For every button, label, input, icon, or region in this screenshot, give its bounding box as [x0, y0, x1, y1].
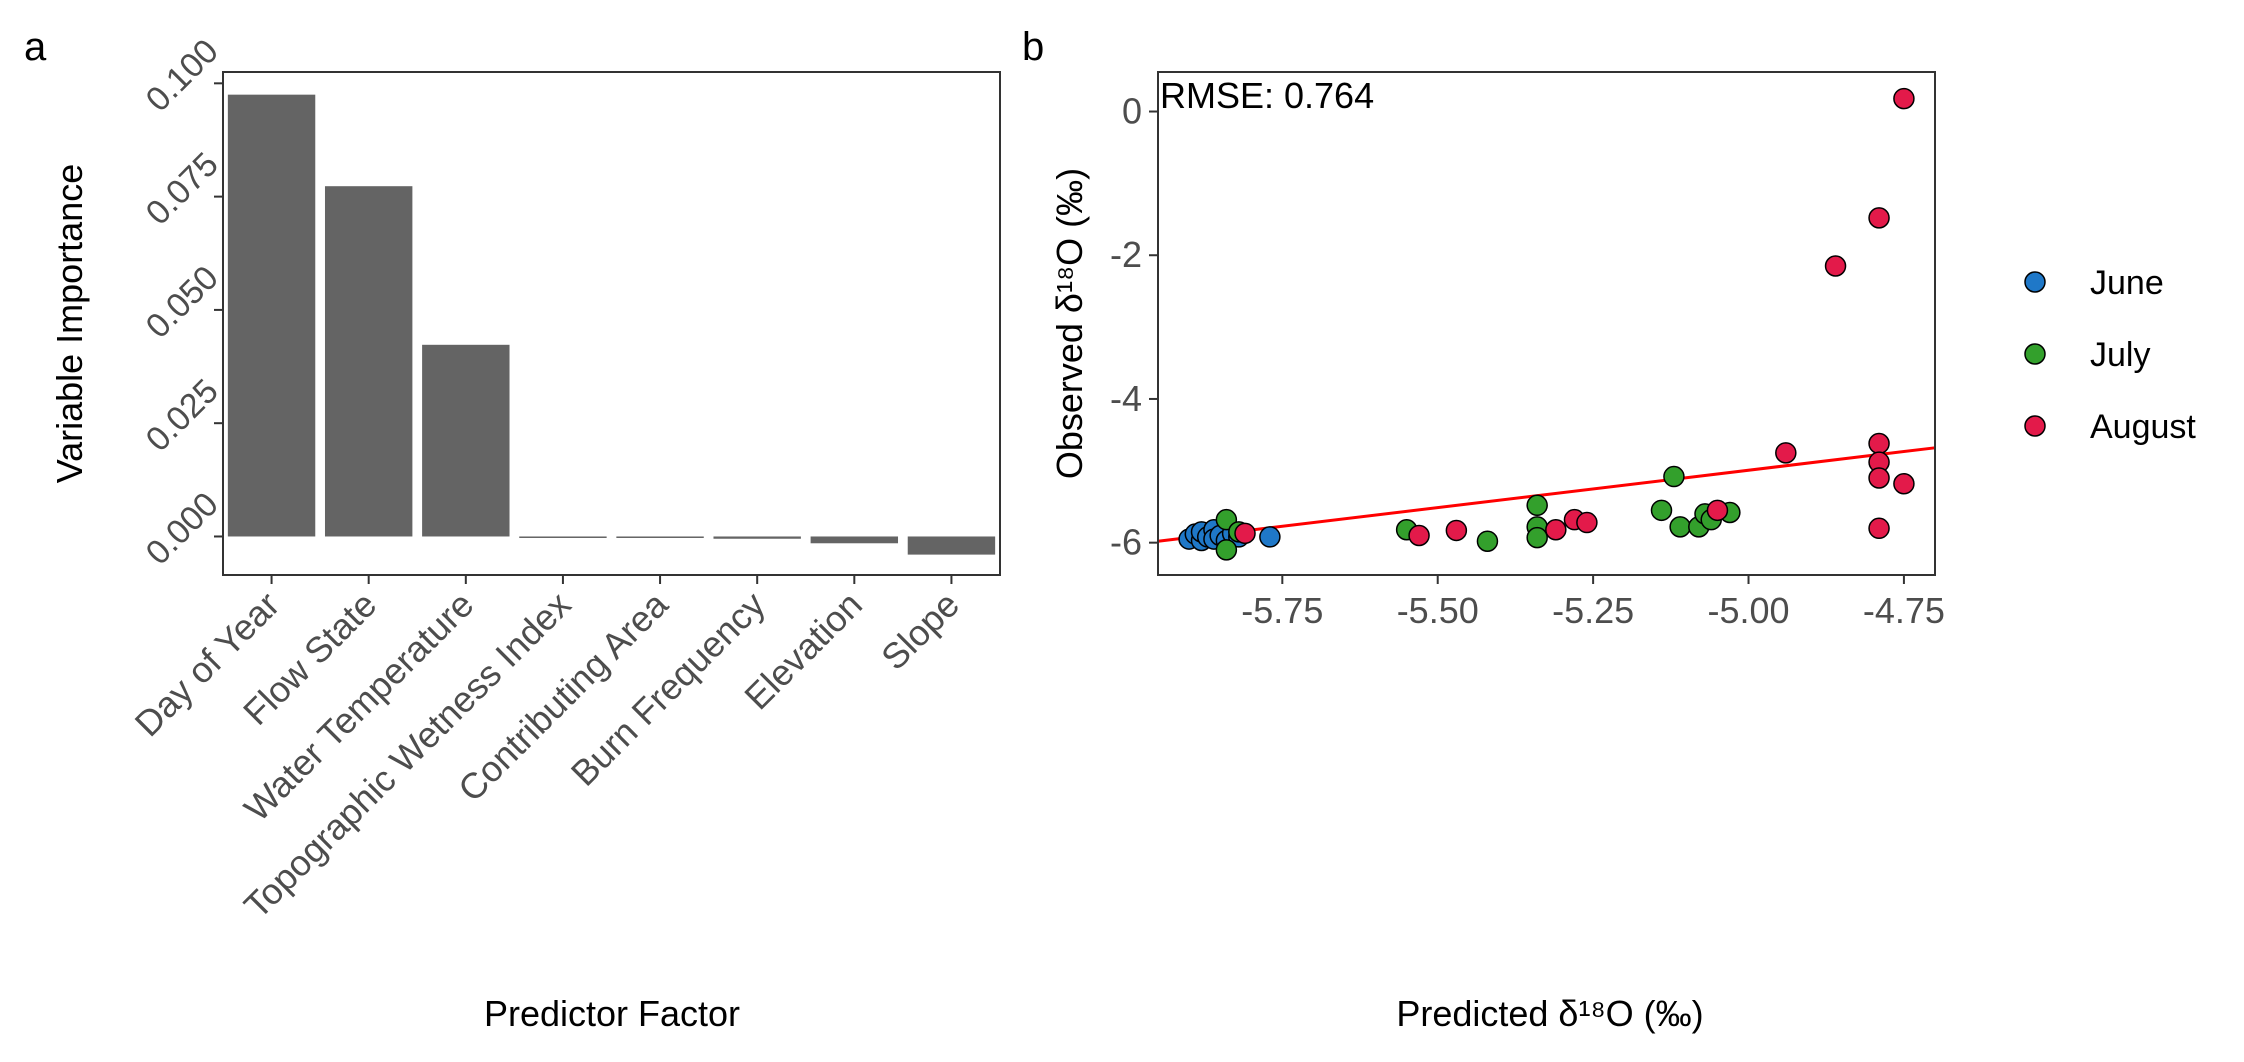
panel-b-plot-frame: [1157, 71, 1936, 576]
x-tick-label: -5.50: [1397, 590, 1479, 631]
y-tick-label: 0: [1122, 91, 1142, 132]
panel-a-x-axis-title: Predictor Factor: [484, 993, 740, 1034]
point-august: [1868, 467, 1890, 489]
panel-b-legend: June July August: [2024, 264, 2196, 446]
point-july: [1215, 539, 1238, 561]
bar-contributing-area: [616, 536, 704, 538]
panel-a-y-ticks: 0.000 0.025 0.050 0.075 0.100: [139, 32, 226, 572]
bar-slope: [907, 536, 996, 555]
point-august: [1868, 517, 1890, 540]
y-tick-label: 0.075: [139, 145, 226, 232]
x-tick-label: -5.25: [1552, 590, 1634, 631]
legend-key-june: [2024, 271, 2046, 293]
panel-a-label: a: [24, 25, 47, 69]
legend-key-july: [2024, 343, 2046, 365]
point-august: [1706, 499, 1729, 522]
legend-label-august: August: [2090, 408, 2196, 446]
panel-b-fit-line: [1157, 446, 1936, 543]
panel-b-label: b: [1022, 25, 1044, 69]
panel-b-x-axis-title: Predicted δ¹⁸O (‰): [1396, 993, 1703, 1034]
x-tick-label: Slope: [873, 584, 967, 678]
x-tick-label: -5.75: [1241, 590, 1323, 631]
point-august: [1824, 255, 1847, 277]
point-june: [1259, 526, 1281, 548]
y-tick-label: 0.000: [139, 485, 226, 572]
panel-b-rmse-annotation: RMSE: 0.764: [1160, 75, 1374, 116]
point-july: [1669, 516, 1691, 538]
y-tick-label: -4: [1110, 378, 1142, 419]
bar-flow-state: [324, 186, 413, 537]
x-tick-label: -4.75: [1863, 590, 1945, 631]
bar-elevation: [810, 536, 899, 544]
point-august: [1545, 518, 1567, 541]
bar-burn-frequency: [713, 536, 801, 539]
point-august: [1893, 472, 1915, 495]
panel-b-points: [1178, 87, 1915, 561]
point-july: [1476, 530, 1499, 552]
point-august: [1868, 432, 1890, 455]
y-tick-label: -2: [1110, 234, 1142, 275]
y-tick-label: -6: [1110, 522, 1142, 563]
point-august: [1234, 522, 1256, 545]
bar-water-temperature: [422, 344, 510, 537]
y-tick-label: 0.025: [139, 372, 226, 459]
panel-b-observed-vs-predicted: b Observed δ¹⁸O (‰) Predicted δ¹⁸O (‰) 0…: [1022, 25, 2196, 1034]
bar-topographic-wetness-index: [519, 536, 607, 538]
panel-a-variable-importance: a Variable Importance Predictor Factor 0…: [24, 25, 1001, 1034]
point-august: [1893, 87, 1915, 110]
point-july: [1663, 465, 1685, 488]
panel-a-plot-frame: [222, 71, 1001, 576]
x-tick-label: -5.00: [1707, 590, 1789, 631]
point-august: [1868, 207, 1890, 229]
y-tick-label: 0.050: [139, 259, 226, 346]
legend-label-june: June: [2090, 264, 2164, 302]
point-july: [1526, 526, 1548, 549]
point-august: [1775, 442, 1797, 464]
legend-label-july: July: [2090, 336, 2150, 374]
point-august: [1576, 511, 1598, 534]
point-july: [1650, 499, 1673, 522]
panel-b-y-ticks: 0 -2 -4 -6: [1110, 91, 1158, 563]
legend-key-august: [2024, 415, 2046, 437]
point-august: [1445, 519, 1468, 542]
panel-a-bars: [227, 94, 996, 555]
bar-day-of-year: [227, 94, 316, 537]
panel-b-y-axis-title: Observed δ¹⁸O (‰): [1049, 168, 1090, 479]
point-july: [1526, 494, 1548, 517]
panel-b-x-ticks: -5.75 -5.50 -5.25 -5.00 -4.75: [1241, 575, 1945, 631]
point-august: [1408, 524, 1430, 547]
y-tick-label: 0.100: [139, 32, 226, 119]
panel-a-y-axis-title: Variable Importance: [49, 164, 90, 484]
